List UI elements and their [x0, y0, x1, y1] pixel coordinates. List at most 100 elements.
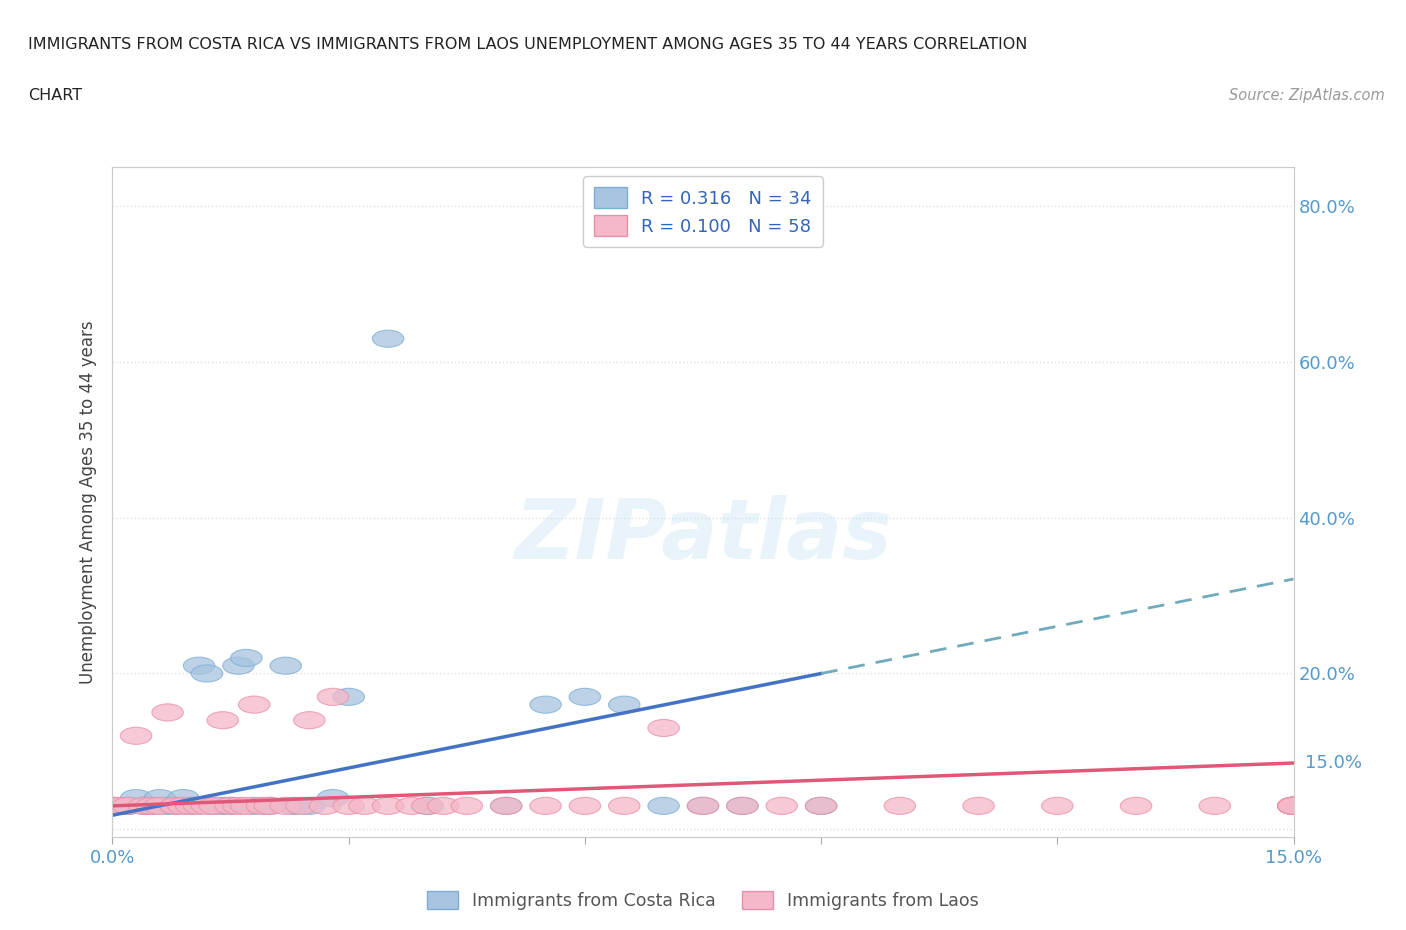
Ellipse shape	[309, 797, 340, 815]
Ellipse shape	[183, 658, 215, 674]
Ellipse shape	[648, 720, 679, 737]
Ellipse shape	[183, 797, 215, 815]
Ellipse shape	[963, 797, 994, 815]
Ellipse shape	[333, 797, 364, 815]
Ellipse shape	[1278, 797, 1309, 815]
Ellipse shape	[427, 797, 458, 815]
Ellipse shape	[1278, 797, 1309, 815]
Ellipse shape	[112, 797, 143, 815]
Ellipse shape	[143, 790, 176, 806]
Ellipse shape	[152, 704, 183, 721]
Ellipse shape	[136, 797, 167, 815]
Text: 15.0%: 15.0%	[1305, 754, 1361, 772]
Ellipse shape	[136, 797, 167, 815]
Ellipse shape	[176, 797, 207, 815]
Ellipse shape	[491, 797, 522, 815]
Text: IMMIGRANTS FROM COSTA RICA VS IMMIGRANTS FROM LAOS UNEMPLOYMENT AMONG AGES 35 TO: IMMIGRANTS FROM COSTA RICA VS IMMIGRANTS…	[28, 37, 1028, 52]
Ellipse shape	[491, 797, 522, 815]
Ellipse shape	[1042, 797, 1073, 815]
Ellipse shape	[884, 797, 915, 815]
Ellipse shape	[191, 665, 222, 682]
Ellipse shape	[246, 797, 278, 815]
Ellipse shape	[231, 797, 262, 815]
Ellipse shape	[294, 797, 325, 815]
Ellipse shape	[530, 797, 561, 815]
Ellipse shape	[215, 797, 246, 815]
Ellipse shape	[285, 797, 318, 815]
Ellipse shape	[530, 696, 561, 713]
Ellipse shape	[222, 797, 254, 815]
Ellipse shape	[396, 797, 427, 815]
Ellipse shape	[294, 711, 325, 729]
Ellipse shape	[609, 797, 640, 815]
Ellipse shape	[1278, 797, 1309, 815]
Ellipse shape	[167, 790, 200, 806]
Ellipse shape	[104, 797, 136, 815]
Ellipse shape	[1278, 797, 1309, 815]
Ellipse shape	[373, 330, 404, 347]
Ellipse shape	[688, 797, 718, 815]
Ellipse shape	[254, 797, 285, 815]
Ellipse shape	[97, 797, 128, 815]
Ellipse shape	[239, 696, 270, 713]
Ellipse shape	[1278, 797, 1309, 815]
Ellipse shape	[191, 797, 222, 815]
Ellipse shape	[688, 797, 718, 815]
Ellipse shape	[239, 797, 270, 815]
Ellipse shape	[1278, 797, 1309, 815]
Ellipse shape	[1199, 797, 1230, 815]
Ellipse shape	[121, 790, 152, 806]
Ellipse shape	[648, 797, 679, 815]
Ellipse shape	[97, 797, 128, 815]
Ellipse shape	[1278, 797, 1309, 815]
Ellipse shape	[121, 727, 152, 744]
Ellipse shape	[569, 797, 600, 815]
Ellipse shape	[270, 797, 301, 815]
Ellipse shape	[1278, 797, 1309, 815]
Ellipse shape	[160, 797, 191, 815]
Text: ZIPatlas: ZIPatlas	[515, 495, 891, 577]
Ellipse shape	[176, 797, 207, 815]
Ellipse shape	[270, 658, 301, 674]
Ellipse shape	[349, 797, 380, 815]
Legend: Immigrants from Costa Rica, Immigrants from Laos: Immigrants from Costa Rica, Immigrants f…	[420, 884, 986, 917]
Ellipse shape	[333, 688, 364, 706]
Ellipse shape	[1278, 797, 1309, 815]
Ellipse shape	[143, 797, 176, 815]
Ellipse shape	[806, 797, 837, 815]
Text: CHART: CHART	[28, 88, 82, 103]
Ellipse shape	[222, 658, 254, 674]
Ellipse shape	[1278, 797, 1309, 815]
Ellipse shape	[412, 797, 443, 815]
Ellipse shape	[128, 797, 160, 815]
Ellipse shape	[254, 797, 285, 815]
Ellipse shape	[727, 797, 758, 815]
Ellipse shape	[806, 797, 837, 815]
Ellipse shape	[766, 797, 797, 815]
Ellipse shape	[152, 797, 183, 815]
Ellipse shape	[231, 649, 262, 667]
Ellipse shape	[112, 797, 143, 815]
Y-axis label: Unemployment Among Ages 35 to 44 years: Unemployment Among Ages 35 to 44 years	[79, 321, 97, 684]
Ellipse shape	[207, 797, 239, 815]
Ellipse shape	[451, 797, 482, 815]
Ellipse shape	[128, 797, 160, 815]
Ellipse shape	[167, 797, 200, 815]
Ellipse shape	[373, 797, 404, 815]
Ellipse shape	[278, 797, 309, 815]
Ellipse shape	[215, 797, 246, 815]
Ellipse shape	[1121, 797, 1152, 815]
Ellipse shape	[1278, 797, 1309, 815]
Ellipse shape	[200, 797, 231, 815]
Ellipse shape	[207, 711, 239, 729]
Ellipse shape	[160, 797, 191, 815]
Text: Source: ZipAtlas.com: Source: ZipAtlas.com	[1229, 88, 1385, 103]
Ellipse shape	[412, 797, 443, 815]
Ellipse shape	[318, 790, 349, 806]
Legend: R = 0.316   N = 34, R = 0.100   N = 58: R = 0.316 N = 34, R = 0.100 N = 58	[583, 177, 823, 247]
Ellipse shape	[569, 688, 600, 706]
Ellipse shape	[200, 797, 231, 815]
Ellipse shape	[609, 696, 640, 713]
Ellipse shape	[727, 797, 758, 815]
Ellipse shape	[318, 688, 349, 706]
